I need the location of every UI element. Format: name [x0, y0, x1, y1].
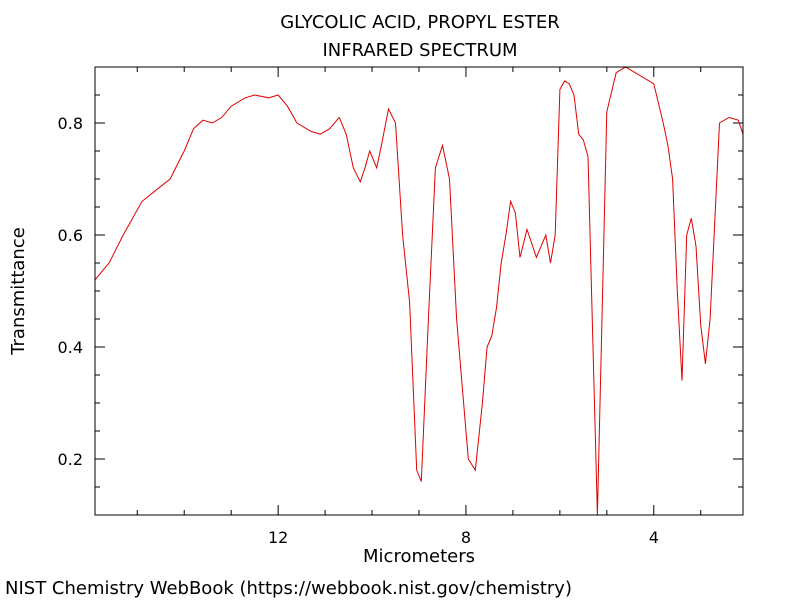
- y-tick-label: 0.6: [58, 226, 83, 245]
- y-tick-label: 0.8: [58, 114, 83, 133]
- y-tick-label: 0.2: [58, 450, 83, 469]
- chart-title: GLYCOLIC ACID, PROPYL ESTER: [280, 12, 560, 33]
- x-axis-label: Micrometers: [363, 546, 475, 567]
- y-axis-label: Transmittance: [8, 227, 29, 356]
- x-tick-label: 8: [461, 528, 471, 547]
- chart-subtitle: INFRARED SPECTRUM: [322, 40, 517, 61]
- plot-frame: [94, 66, 744, 516]
- axis-ticks: [95, 67, 743, 515]
- y-tick-label: 0.4: [58, 338, 83, 357]
- footer-credit: NIST Chemistry WebBook (https://webbook.…: [5, 578, 572, 599]
- x-tick-label: 12: [268, 528, 288, 547]
- x-tick-label: 4: [649, 528, 659, 547]
- axis-tick-labels: 12 8 4 0.2 0.4 0.6 0.8: [58, 114, 659, 547]
- spectrum-line: [94, 66, 744, 516]
